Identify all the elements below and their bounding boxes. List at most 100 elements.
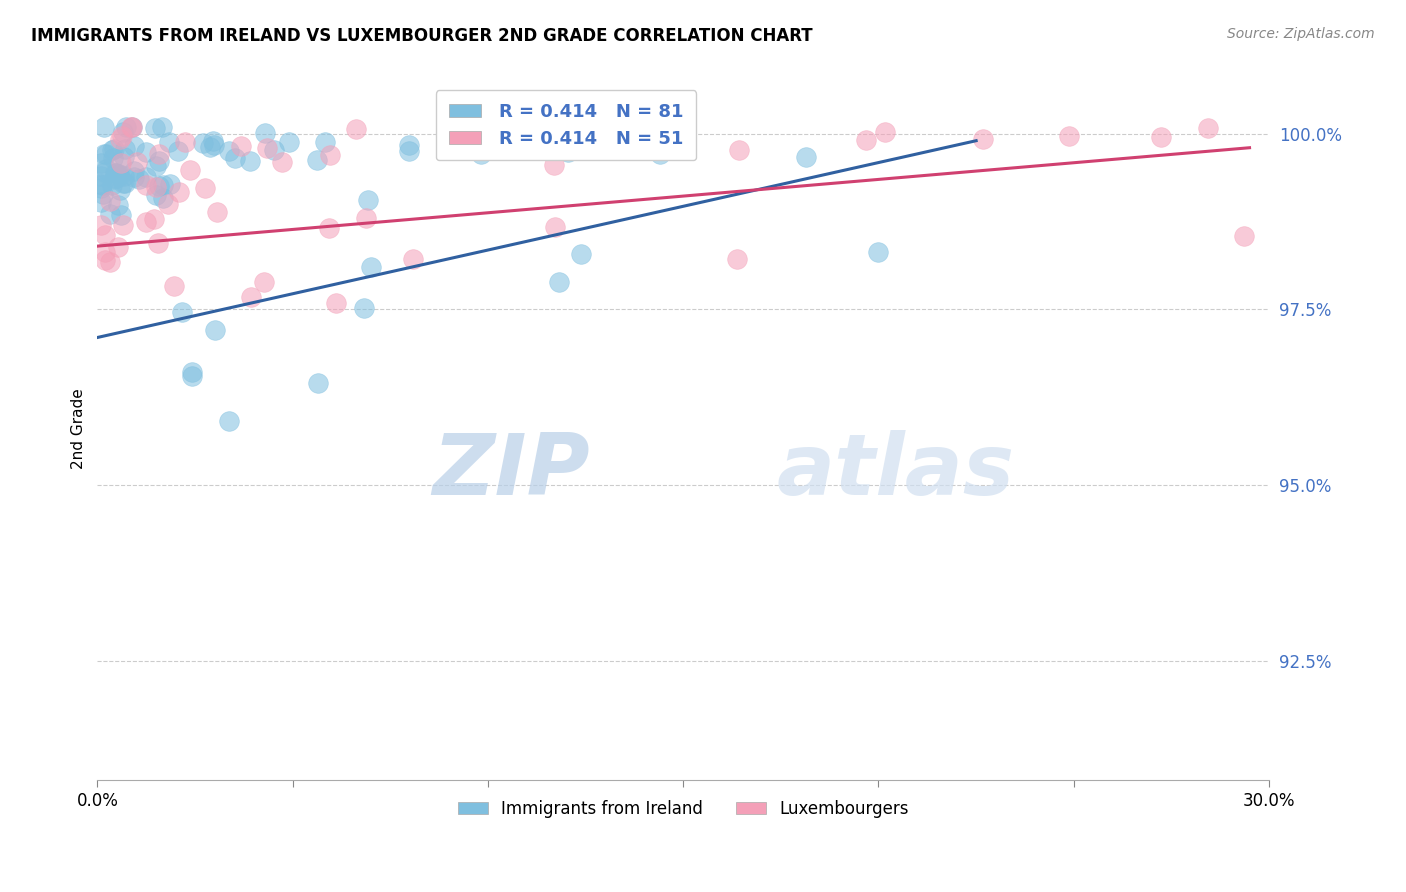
Point [107,198,129,212]
Point [124,164,146,178]
Point [152,191,174,205]
Point [218,144,240,158]
Point [191,136,214,150]
Point [121,120,143,134]
Point [470,147,492,161]
Point [110,208,132,222]
Point [96,147,118,161]
Point [159,177,181,191]
Point [135,145,157,159]
Point [318,220,340,235]
Point [205,204,228,219]
Point [167,144,190,158]
Point [174,135,197,149]
Point [121,120,143,134]
Point [263,143,285,157]
Point [307,376,329,391]
Point [145,159,167,173]
Point [120,120,142,134]
Point [398,144,420,158]
Point [163,279,186,293]
Point [143,211,166,226]
Point [1059,128,1081,143]
Point [94,164,117,178]
Point [135,170,157,185]
Point [725,252,748,267]
Text: atlas: atlas [778,430,1015,513]
Point [356,211,378,225]
Point [98,255,121,269]
Point [650,146,672,161]
Point [402,252,425,266]
Point [1233,229,1256,244]
Point [104,166,127,180]
Point [98,207,121,221]
Point [112,150,135,164]
Text: ZIP: ZIP [432,430,589,513]
Point [143,120,166,135]
Point [325,295,347,310]
Point [543,219,565,234]
Point [972,132,994,146]
Point [114,142,136,156]
Point [145,180,167,194]
Point [254,126,277,140]
Point [543,158,565,172]
Point [440,120,463,134]
Point [122,169,145,184]
Point [111,128,134,143]
Text: IMMIGRANTS FROM IRELAND VS LUXEMBOURGER 2ND GRADE CORRELATION CHART: IMMIGRANTS FROM IRELAND VS LUXEMBOURGER … [31,27,813,45]
Point [94,252,117,267]
Point [253,275,276,289]
Text: Source: ZipAtlas.com: Source: ZipAtlas.com [1227,27,1375,41]
Point [868,244,890,259]
Point [201,134,224,148]
Point [93,146,115,161]
Point [146,236,169,251]
Point [557,145,579,159]
Point [794,150,817,164]
Point [107,169,129,184]
Point [94,244,117,259]
Point [125,155,148,169]
Point [112,169,135,184]
Point [114,176,136,190]
Point [172,305,194,319]
Point [464,132,486,146]
Point [152,178,174,193]
Point [278,136,301,150]
Point [239,290,262,304]
Point [135,178,157,192]
Point [181,368,204,383]
Point [90,178,112,192]
Point [1197,121,1219,136]
Point [110,155,132,169]
Point [128,172,150,186]
Point [224,151,246,165]
Point [100,178,122,192]
Point [194,181,217,195]
Point [108,131,131,145]
Point [94,227,117,242]
Point [1150,129,1173,144]
Point [90,156,112,170]
Point [107,240,129,254]
Point [135,214,157,228]
Point [148,153,170,168]
Point [855,133,877,147]
Point [728,143,751,157]
Point [145,187,167,202]
Point [111,218,134,232]
Point [90,218,112,232]
Point [91,187,114,202]
Point [103,142,125,156]
Point [239,154,262,169]
Point [150,120,173,134]
Point [148,147,170,161]
Point [112,176,135,190]
Point [353,301,375,316]
Point [104,170,127,185]
Point [114,120,136,134]
Legend: Immigrants from Ireland, Luxembourgers: Immigrants from Ireland, Luxembourgers [451,793,915,825]
Point [307,153,329,168]
